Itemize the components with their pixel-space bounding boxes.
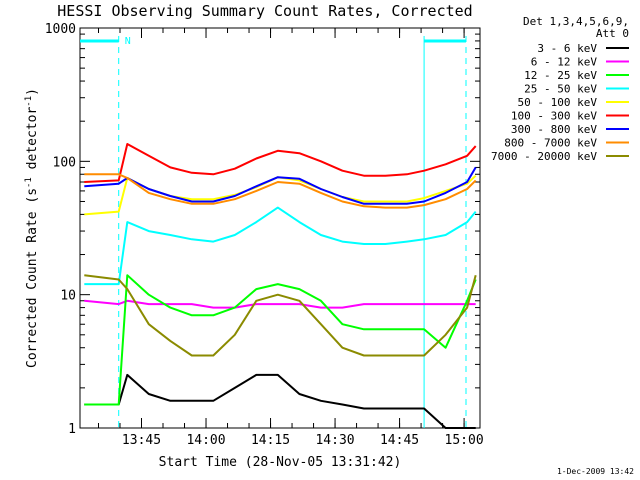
legend-label: 300 - 800 keV [511, 123, 597, 136]
y-axis-label: Corrected Count Rate (s-1 detector-1) [24, 88, 40, 368]
footer-timestamp: 1-Dec-2009 13:42 [557, 467, 634, 476]
y-tick-label: 1000 [45, 22, 76, 37]
night-label: N [125, 36, 131, 47]
x-axis-label: Start Time (28-Nov-05 13:31:42) [159, 455, 402, 470]
legend-label: 7000 - 20000 keV [491, 150, 597, 163]
legend-label: 12 - 25 keV [524, 69, 597, 82]
legend-label: 3 - 6 keV [537, 42, 597, 55]
plot-frame [79, 27, 481, 429]
chart-title: HESSI Observing Summary Count Rates, Cor… [57, 2, 472, 20]
y-tick-label: 10 [60, 289, 76, 304]
y-tick-label: 1 [68, 422, 76, 437]
y-axis: 1 10 100 1000 [45, 22, 480, 437]
series-line-1 [84, 299, 476, 309]
legend-label: 50 - 100 keV [518, 96, 598, 109]
legend-header-attenuator: Att 0 [596, 27, 629, 40]
x-tick-label: 14:30 [315, 433, 354, 448]
legend-label: 25 - 50 keV [524, 83, 597, 96]
series-layer [84, 143, 477, 429]
x-axis: 13:45 14:00 14:15 14:30 14:45 15:00 [97, 28, 484, 448]
x-tick-label: 15:00 [445, 433, 484, 448]
series-line-0 [84, 373, 476, 429]
legend-header-detectors: Det 1,3,4,5,6,9, [523, 15, 629, 28]
x-tick-label: 14:45 [380, 433, 419, 448]
series-line-7 [84, 173, 477, 209]
legend-label: 800 - 7000 keV [504, 137, 597, 150]
x-tick-label: 14:00 [186, 433, 225, 448]
legend-label: 100 - 300 keV [511, 110, 597, 123]
series-line-6 [84, 166, 477, 205]
x-tick-label: 13:45 [122, 433, 161, 448]
y-tick-label: 100 [53, 155, 76, 170]
series-line-3 [84, 206, 477, 286]
series-line-5 [84, 143, 477, 183]
series-line-8 [84, 274, 477, 357]
series-line-2 [84, 274, 477, 406]
night-markers: N [80, 36, 467, 428]
legend-label: 6 - 12 keV [531, 56, 598, 69]
x-tick-label: 14:15 [251, 433, 290, 448]
